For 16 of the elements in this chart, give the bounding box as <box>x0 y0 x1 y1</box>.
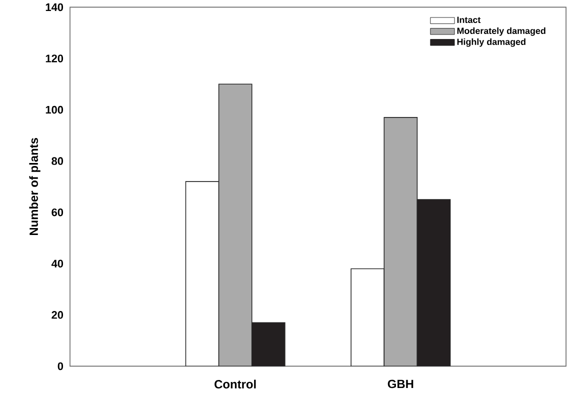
legend-label: Moderately damaged <box>457 27 546 36</box>
y-tick-label: 100 <box>46 106 64 114</box>
y-tick-label: 120 <box>46 54 64 62</box>
x-tick-label: Control <box>214 380 256 388</box>
x-tick-label: GBH <box>388 380 414 388</box>
legend-label: Highly damaged <box>457 38 526 47</box>
legend-label: Intact <box>457 16 481 23</box>
y-tick-label: 80 <box>52 157 64 165</box>
y-tick-label: 20 <box>52 310 64 319</box>
bar <box>218 84 252 366</box>
y-tick-label: 40 <box>51 260 64 268</box>
y-axis-title: Number of plants <box>29 138 40 235</box>
y-tick-label: 140 <box>46 3 64 11</box>
y-tick-label: 0 <box>58 362 64 370</box>
bar <box>384 116 418 366</box>
y-tick-label: 60 <box>52 208 64 216</box>
